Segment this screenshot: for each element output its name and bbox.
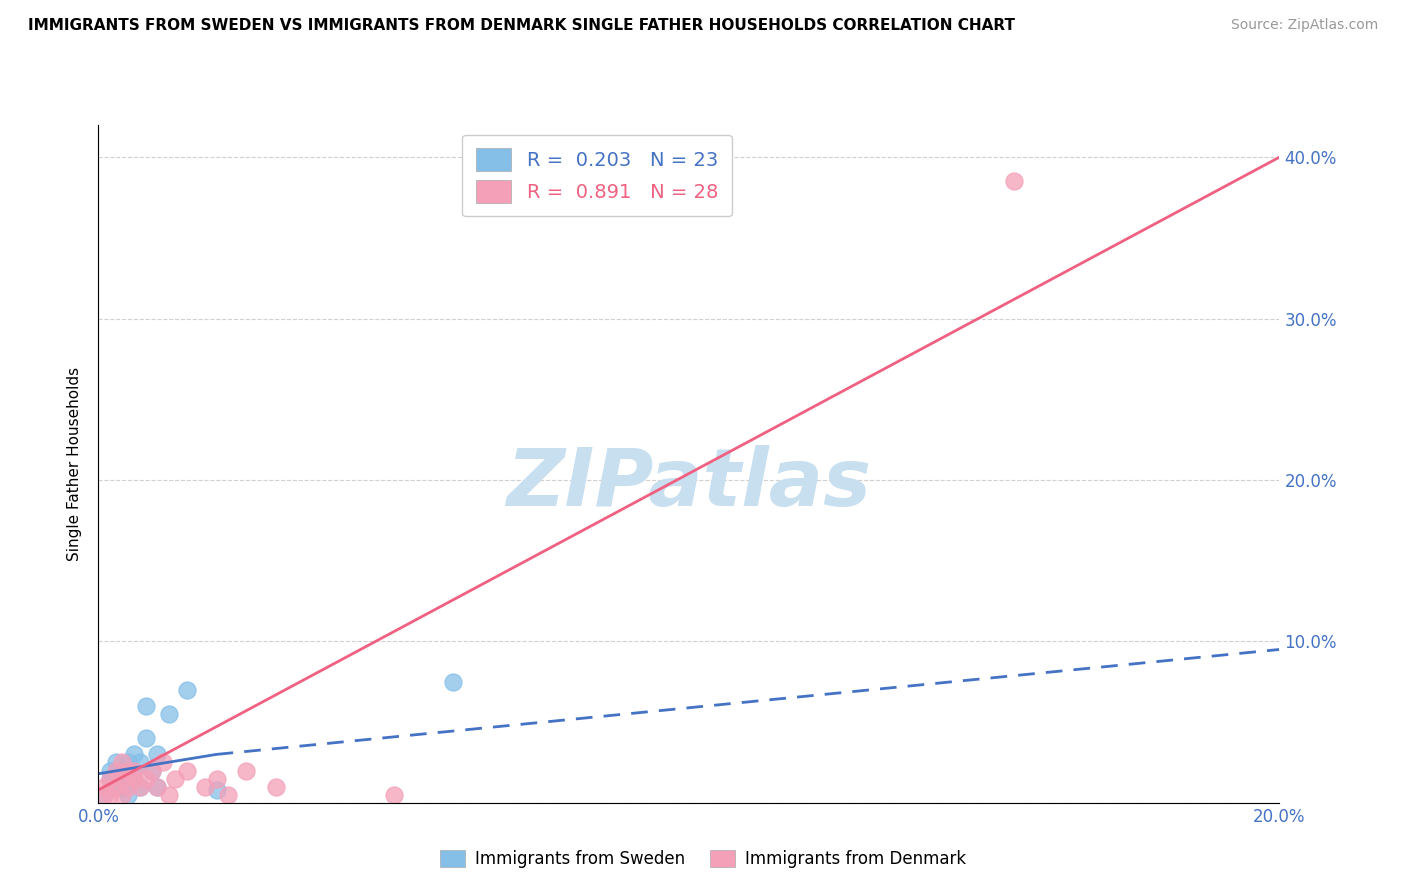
Point [111, 756, 134, 770]
Point [157, 706, 180, 721]
Point [235, 764, 257, 778]
Point [205, 772, 228, 786]
Point [135, 731, 157, 746]
Point [111, 764, 134, 778]
Point [111, 772, 134, 786]
Text: Source: ZipAtlas.com: Source: ZipAtlas.com [1230, 18, 1378, 32]
Point [122, 772, 145, 786]
Point [141, 764, 163, 778]
Point [176, 682, 198, 697]
Point [105, 780, 128, 794]
Point [98, 764, 121, 778]
Point [117, 772, 139, 786]
Point [98, 772, 121, 786]
Point [93, 780, 115, 794]
Point [176, 764, 198, 778]
Point [93, 788, 115, 802]
Point [117, 756, 139, 770]
Point [105, 780, 128, 794]
Point [135, 698, 157, 713]
Point [128, 756, 150, 770]
Point [157, 788, 180, 802]
Point [98, 788, 121, 802]
Point [122, 764, 145, 778]
Point [117, 788, 139, 802]
Legend: R =  0.203   N = 23, R =  0.891   N = 28: R = 0.203 N = 23, R = 0.891 N = 28 [463, 135, 731, 217]
Text: ZIPatlas: ZIPatlas [506, 445, 872, 524]
Point [98, 772, 121, 786]
Y-axis label: Single Father Households: Single Father Households [67, 367, 83, 561]
Point [217, 788, 239, 802]
Point [122, 764, 145, 778]
Point [194, 780, 217, 794]
Point [152, 756, 174, 770]
Point [105, 764, 128, 778]
Point [117, 764, 139, 778]
Point [122, 747, 145, 762]
Point [146, 780, 169, 794]
Point [146, 747, 169, 762]
Point [146, 780, 169, 794]
Point [382, 788, 405, 802]
Point [128, 780, 150, 794]
Text: IMMIGRANTS FROM SWEDEN VS IMMIGRANTS FROM DENMARK SINGLE FATHER HOUSEHOLDS CORRE: IMMIGRANTS FROM SWEDEN VS IMMIGRANTS FRO… [28, 18, 1015, 33]
Point [264, 780, 287, 794]
Point [105, 756, 128, 770]
Point [441, 674, 464, 689]
Legend: Immigrants from Sweden, Immigrants from Denmark: Immigrants from Sweden, Immigrants from … [433, 843, 973, 875]
Point [93, 788, 115, 802]
Point [128, 780, 150, 794]
Point [205, 783, 228, 797]
Point [1002, 174, 1025, 188]
Point [117, 780, 139, 794]
Point [135, 772, 157, 786]
Point [141, 764, 163, 778]
Point [111, 788, 134, 802]
Point [165, 772, 187, 786]
Point [111, 780, 134, 794]
